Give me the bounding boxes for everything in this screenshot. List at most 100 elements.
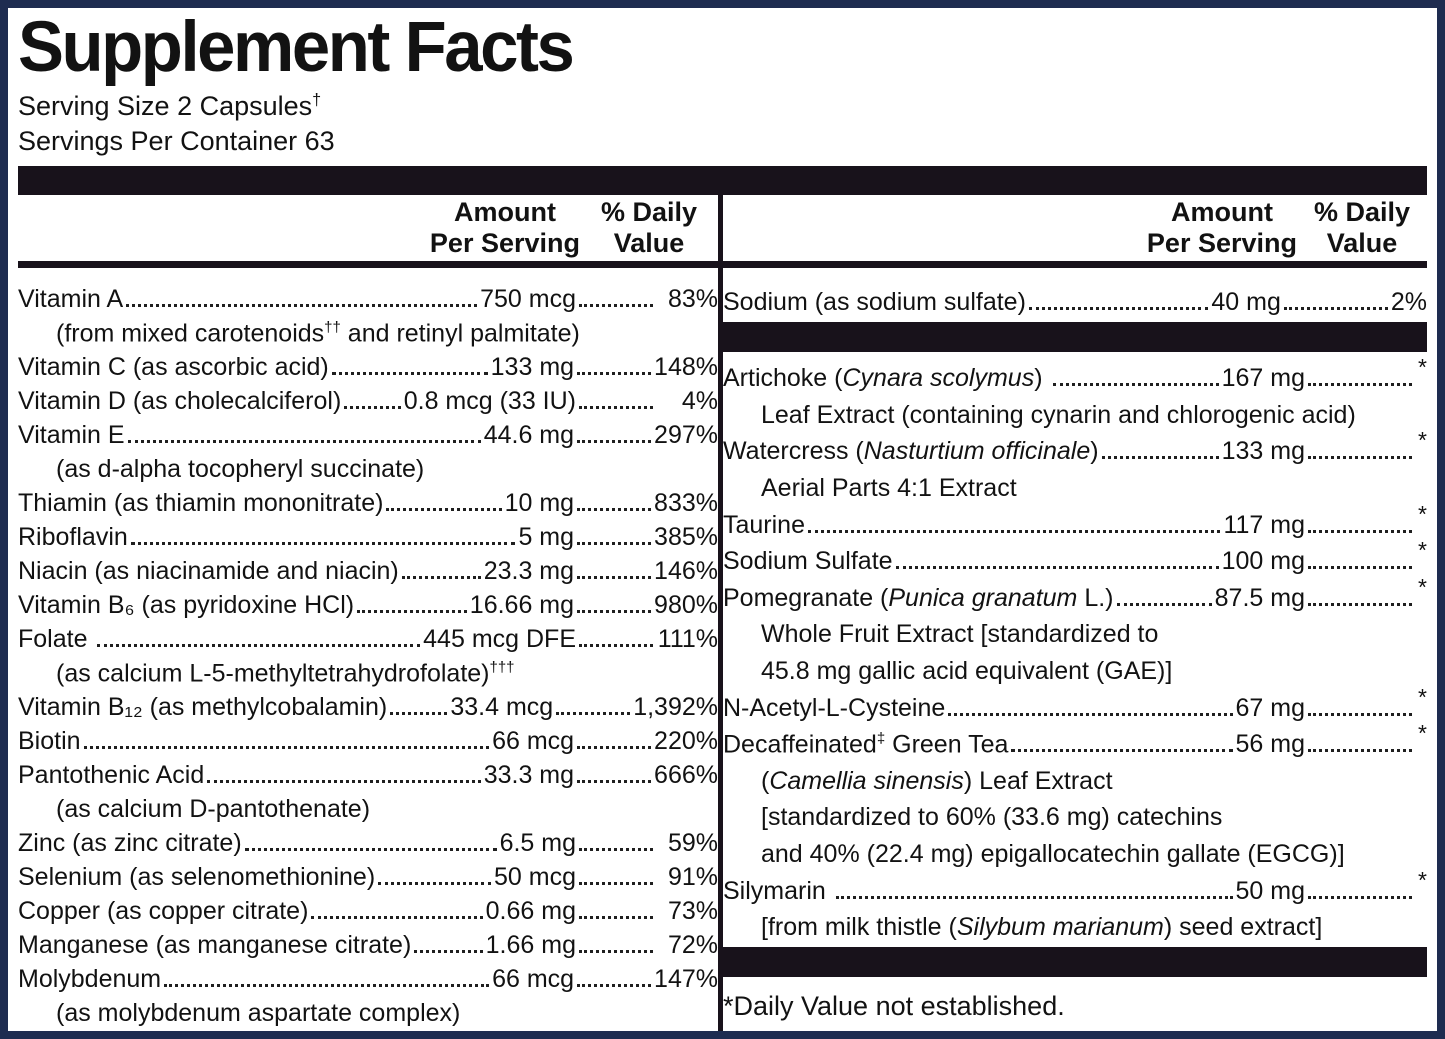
row-dv: 91%: [667, 863, 718, 891]
dot-leader: [344, 406, 401, 409]
dot-leader: [386, 508, 502, 511]
dot-leader: [577, 576, 652, 579]
dot-leader: [835, 895, 1233, 899]
dot-leader: [579, 406, 653, 409]
dot-leader: [357, 610, 467, 613]
table-subrow: (as d-alpha tocopheryl succinate): [18, 450, 718, 484]
row-dv: *: [1418, 720, 1427, 747]
row-name: Watercress (Nasturtium officinale): [723, 437, 1099, 466]
row-dv: 72%: [667, 931, 718, 959]
dot-leader: [83, 746, 490, 749]
dot-leader: [577, 780, 652, 783]
row-name: (as molybdenum aspartate complex): [56, 999, 461, 1027]
dot-leader: [331, 372, 488, 375]
header-rule: [18, 261, 718, 268]
dot-leader: [1011, 749, 1233, 753]
row-amount: 133 mg: [1221, 437, 1305, 466]
dot-leader: [1308, 529, 1412, 533]
row-name: Vitamin D (as cholecalciferol): [18, 387, 342, 415]
row-amount: 87.5 mg: [1214, 583, 1305, 612]
row-amount: 133 mg: [490, 353, 575, 381]
row-dv: 73%: [667, 897, 718, 925]
row-dv: 111%: [657, 625, 718, 653]
dot-leader: [1308, 749, 1412, 753]
row-amount: 0.8 mcg (33 IU): [403, 387, 576, 415]
row-amount: 33.4 mcg: [450, 693, 554, 721]
row-amount: 6.5 mg: [499, 829, 576, 857]
row-name: and 40% (22.4 mg) epigallocatechin galla…: [761, 839, 1345, 868]
dot-leader: [948, 712, 1233, 716]
dot-leader: [1308, 456, 1412, 460]
table-row: Copper (as copper citrate) 0.66 mg 73%: [18, 892, 718, 926]
right-rows: Sodium (as sodium sulfate) 40 mg 2% Arti…: [723, 268, 1427, 1022]
amount-header: Amount Per Serving: [1146, 197, 1297, 258]
row-name: Biotin: [18, 727, 81, 755]
amount-header: Amount Per Serving: [429, 197, 580, 258]
column-headers: Amount Per Serving % Daily Value: [723, 195, 1427, 259]
column-headers: Amount Per Serving % Daily Value: [18, 195, 718, 259]
dot-leader: [1028, 306, 1209, 310]
left-rows: Vitamin A 750 mcg 83% (from mixed carote…: [18, 268, 718, 1028]
row-name: Decaffeinated‡ Green Tea: [723, 729, 1009, 759]
row-dv: 59%: [667, 829, 718, 857]
page-title: Supplement Facts: [18, 8, 575, 87]
dot-leader: [1116, 602, 1212, 606]
row-name: Whole Fruit Extract [standardized to: [761, 620, 1159, 649]
row-dv: 833%: [654, 489, 718, 517]
dot-leader: [126, 304, 478, 307]
row-name: (as d-alpha tocopheryl succinate): [56, 455, 425, 483]
table-subrow: Aerial Parts 4:1 Extract: [723, 466, 1427, 503]
table-subrow: (Camellia sinensis) Leaf Extract: [723, 759, 1427, 796]
row-dv: 297%: [654, 421, 718, 449]
table-row: Pomegranate (Punica granatum L.) 87.5 mg…: [723, 574, 1427, 613]
dot-leader: [401, 576, 481, 579]
dot-leader: [579, 882, 653, 885]
dot-leader: [895, 566, 1219, 570]
row-name: (from mixed carotenoids†† and retinyl pa…: [56, 318, 580, 347]
row-amount: 1.66 mg: [485, 931, 576, 959]
row-name: (as calcium L-5-methyltetrahydrofolate)†…: [56, 658, 515, 687]
dot-leader: [1308, 602, 1412, 606]
table-row: Biotin 66 mcg 220%: [18, 722, 718, 756]
row-dv: 148%: [654, 353, 718, 381]
table-row: Zinc (as zinc citrate) 6.5 mg 59%: [18, 824, 718, 858]
row-dv: 146%: [654, 557, 718, 585]
table-row: Vitamin D (as cholecalciferol) 0.8 mcg (…: [18, 382, 718, 416]
row-name: Vitamin A: [18, 285, 124, 313]
row-amount: 10 mg: [504, 489, 575, 517]
row-dv: 2%: [1390, 287, 1427, 316]
row-dv: *: [1418, 537, 1427, 564]
row-dv: 83%: [667, 285, 718, 313]
table-row: Vitamin C (as ascorbic acid) 133 mg 148%: [18, 348, 718, 382]
dot-leader: [414, 950, 483, 953]
dot-leader: [130, 542, 516, 545]
table-subrow: Leaf Extract (containing cynarin and chl…: [723, 393, 1427, 430]
row-amount: 23.3 mg: [483, 557, 575, 585]
row-name: Vitamin C (as ascorbic acid): [18, 353, 329, 381]
row-amount: 445 mcg DFE: [423, 625, 576, 653]
table-row: Silymarin 50 mg *: [723, 867, 1427, 906]
dot-leader: [244, 848, 497, 851]
dot-leader: [556, 712, 631, 715]
dot-leader: [577, 542, 652, 545]
table-row: Vitamin A 750 mcg 83%: [18, 280, 718, 314]
section-bar: [723, 321, 1427, 352]
table-subrow: (from mixed carotenoids†† and retinyl pa…: [18, 314, 718, 348]
dot-leader: [577, 984, 652, 987]
table-row: Watercress (Nasturtium officinale) 133 m…: [723, 427, 1427, 467]
dot-leader: [1101, 456, 1219, 460]
facts-columns: Amount Per Serving % Daily Value Vitamin A…: [18, 195, 1427, 1031]
dot-leader: [579, 848, 653, 851]
row-amount: 750 mcg: [480, 285, 576, 313]
dot-leader: [577, 372, 652, 375]
table-subrow: (as calcium L-5-methyltetrahydrofolate)†…: [18, 654, 718, 688]
row-dv: 220%: [654, 727, 718, 755]
row-name: [from milk thistle (Silybum marianum) se…: [761, 913, 1323, 942]
dot-leader: [1283, 306, 1388, 310]
dot-leader: [378, 882, 492, 885]
dot-leader: [579, 644, 653, 647]
dot-leader: [390, 712, 448, 715]
dot-leader: [579, 950, 653, 953]
table-row: Selenium (as selenomethionine) 50 mcg 91…: [18, 858, 718, 892]
